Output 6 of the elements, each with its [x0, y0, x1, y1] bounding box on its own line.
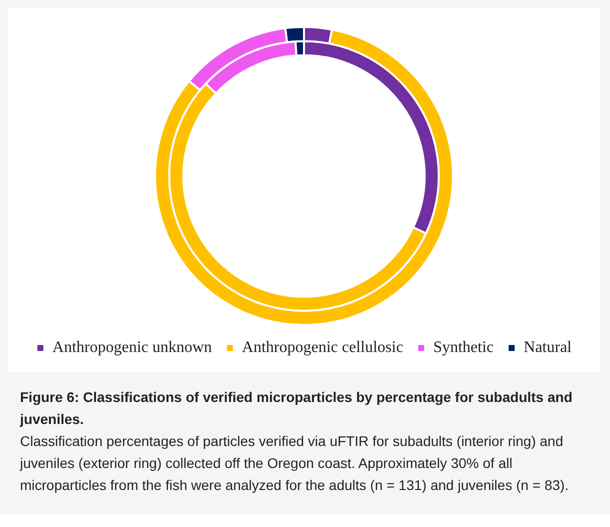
legend-label: Anthropogenic unknown	[52, 339, 212, 356]
legend-label: Anthropogenic cellulosic	[242, 339, 404, 356]
legend-label: Natural	[524, 339, 572, 356]
text: Classification percentages of particles verified via uFTIR for subadults (interior ring) and juveniles (exterior ring) collected off the Oregon coast. Approximately 30% of all microparticles from the fish were analyzed for the adults (n = 131) and juveniles (n = 83).	[20, 432, 570, 495]
text: Figure 6: Classifications of verified microparticles by percentage for subadults and juveniles.	[20, 388, 574, 429]
legend-label: Synthetic	[433, 339, 494, 356]
